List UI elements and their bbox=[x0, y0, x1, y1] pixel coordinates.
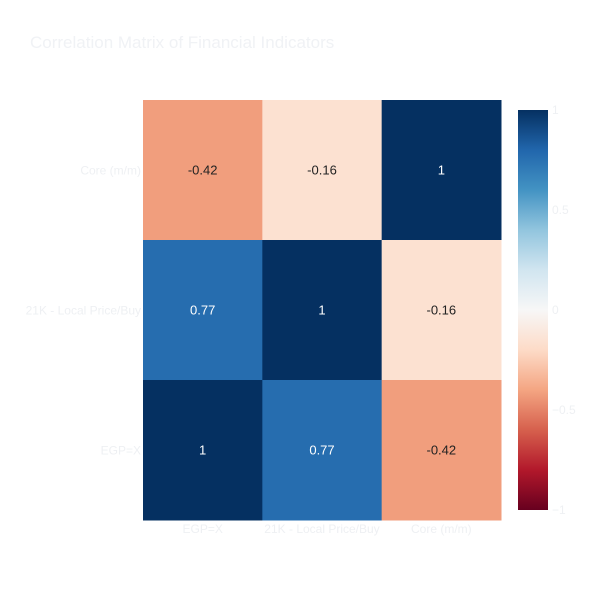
chart-title: Correlation Matrix of Financial Indicato… bbox=[30, 33, 335, 52]
heatmap-cells bbox=[143, 100, 502, 521]
cell-value-label-1-0: 0.77 bbox=[190, 303, 215, 318]
y-tick-label-2: EGP=X bbox=[101, 444, 141, 458]
colorbar: 1 0.5 0 −0.5 −1 bbox=[518, 103, 576, 517]
heatmap-cell-0-1 bbox=[262, 100, 383, 241]
cell-value-label-1-2: -0.16 bbox=[427, 303, 457, 318]
heatmap-cell-0-2 bbox=[381, 100, 502, 241]
y-axis-ticks: Core (m/m) 21K - Local Price/Buy EGP=X bbox=[26, 164, 141, 458]
x-tick-label-2: Core (m/m) bbox=[411, 522, 472, 536]
heatmap-cell-1-0 bbox=[143, 240, 263, 381]
x-tick-label-1: 21K - Local Price/Buy bbox=[264, 522, 379, 536]
cell-value-label-0-0: -0.42 bbox=[188, 163, 218, 178]
colorbar-tick-label-0: 1 bbox=[552, 103, 559, 117]
cell-value-label-2-2: -0.42 bbox=[427, 443, 457, 458]
heatmap-cell-2-1 bbox=[262, 380, 383, 521]
heatmap-cell-0-0 bbox=[143, 100, 263, 241]
x-tick-label-0: EGP=X bbox=[182, 522, 222, 536]
colorbar-tick-label-1: 0.5 bbox=[552, 203, 569, 217]
heatmap-cell-1-1 bbox=[262, 240, 383, 381]
heatmap-cell-2-0 bbox=[143, 380, 263, 521]
colorbar-gradient bbox=[518, 110, 548, 510]
x-axis-ticks: EGP=X 21K - Local Price/Buy Core (m/m) bbox=[182, 522, 471, 536]
heatmap-cell-labels: -0.42 -0.16 1 0.77 1 -0.16 1 0.77 -0.42 bbox=[188, 163, 456, 458]
colorbar-tick-label-4: −1 bbox=[552, 503, 566, 517]
colorbar-tick-label-2: 0 bbox=[552, 303, 559, 317]
y-tick-label-1: 21K - Local Price/Buy bbox=[26, 304, 141, 318]
cell-value-label-0-2: 1 bbox=[438, 163, 445, 178]
cell-value-label-2-0: 1 bbox=[199, 443, 206, 458]
cell-value-label-2-1: 0.77 bbox=[309, 443, 334, 458]
colorbar-tick-label-3: −0.5 bbox=[552, 403, 576, 417]
y-tick-label-0: Core (m/m) bbox=[80, 164, 141, 178]
heatmap-cell-2-2 bbox=[381, 380, 502, 521]
cell-value-label-1-1: 1 bbox=[318, 303, 325, 318]
heatmap-cell-1-2 bbox=[381, 240, 502, 381]
cell-value-label-0-1: -0.16 bbox=[307, 163, 337, 178]
